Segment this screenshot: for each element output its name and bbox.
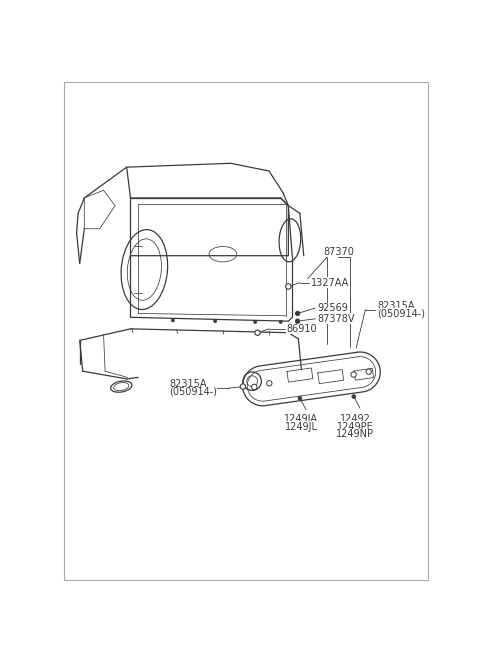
Text: 82315A: 82315A	[169, 379, 206, 389]
Text: 86910: 86910	[287, 324, 317, 334]
Text: 82315A: 82315A	[377, 301, 414, 310]
Circle shape	[351, 372, 356, 377]
Text: 1249PE: 1249PE	[337, 422, 374, 432]
Text: 1249NP: 1249NP	[336, 429, 374, 440]
Circle shape	[254, 320, 257, 324]
Circle shape	[286, 284, 291, 290]
Text: 1327AA: 1327AA	[312, 278, 350, 288]
Text: 87370: 87370	[323, 247, 354, 257]
Circle shape	[252, 384, 257, 390]
Text: (050914-): (050914-)	[169, 387, 217, 397]
Circle shape	[255, 330, 260, 335]
Circle shape	[279, 320, 282, 324]
Circle shape	[366, 369, 372, 374]
Circle shape	[240, 384, 246, 389]
Circle shape	[266, 381, 272, 386]
Circle shape	[295, 319, 300, 324]
Text: 92569: 92569	[318, 303, 348, 313]
Text: 1249JA: 1249JA	[285, 414, 318, 424]
Circle shape	[171, 319, 174, 322]
Text: 87378V: 87378V	[318, 314, 355, 324]
Circle shape	[352, 395, 356, 398]
Text: (050914-): (050914-)	[377, 309, 425, 318]
Circle shape	[214, 320, 217, 323]
Circle shape	[295, 311, 300, 316]
Circle shape	[298, 396, 302, 400]
Text: 1249JL: 1249JL	[285, 422, 318, 432]
Text: 12492: 12492	[340, 414, 371, 424]
